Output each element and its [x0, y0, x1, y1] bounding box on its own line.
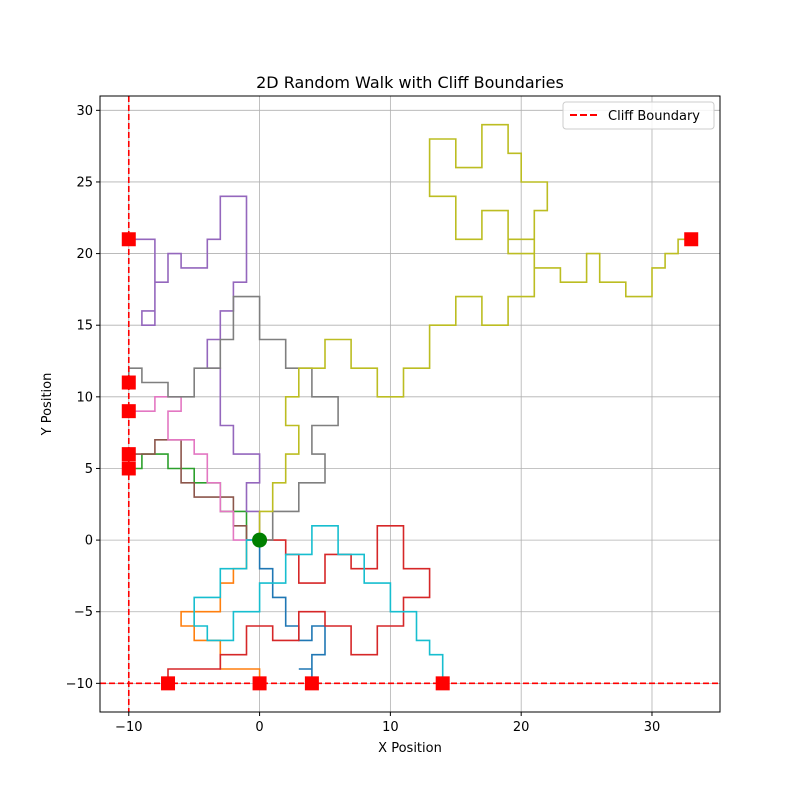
walk-path-9 [258, 123, 692, 541]
start-marker [252, 532, 268, 548]
y-tick-label: 30 [76, 104, 93, 119]
x-tick-label: 10 [382, 720, 399, 735]
end-marker-9 [684, 232, 699, 247]
walk-paths [128, 123, 692, 684]
plot-area [100, 96, 720, 712]
chart-title: 2D Random Walk with Cliff Boundaries [256, 73, 564, 92]
y-tick-label: −5 [74, 605, 93, 620]
end-marker-7 [121, 404, 136, 419]
walk-path-1 [258, 540, 326, 684]
cliff-boundaries [100, 96, 720, 712]
y-tick-label: 0 [85, 534, 93, 549]
end-marker-2 [252, 676, 267, 691]
walk-path-4 [167, 524, 431, 684]
y-tick-label: 5 [85, 462, 93, 477]
walk-path-6 [128, 438, 260, 541]
x-tick-label: 30 [644, 720, 661, 735]
walk-markers [121, 232, 699, 691]
axis-ticks: −10 0 10 20 30 −10 −5 0 5 10 15 20 25 30 [66, 104, 661, 735]
y-tick-label: 15 [76, 319, 93, 334]
end-marker-10 [435, 676, 450, 691]
x-tick-label: 20 [513, 720, 530, 735]
legend-box [562, 101, 715, 130]
end-marker-5 [121, 232, 136, 247]
end-marker-8 [121, 375, 136, 390]
x-axis-label: X Position [378, 741, 442, 756]
end-marker-6 [121, 447, 136, 462]
x-tick-label: −10 [115, 720, 142, 735]
y-axis-label: Y Position [40, 373, 55, 437]
legend: Cliff Boundary [562, 101, 715, 130]
y-tick-label: 25 [76, 175, 93, 190]
walk-path-3 [128, 453, 260, 541]
x-tick-label: 0 [255, 720, 263, 735]
walk-path-10 [193, 524, 444, 684]
walk-path-5 [128, 195, 261, 541]
y-tick-label: −10 [66, 677, 93, 692]
end-marker-1 [304, 676, 319, 691]
y-tick-label: 20 [76, 247, 93, 262]
end-marker-3 [121, 461, 136, 476]
plot-frame [99, 95, 721, 713]
end-marker-4 [161, 676, 176, 691]
grid-lines [100, 96, 720, 712]
walk-path-8 [128, 295, 339, 541]
legend-label-cliff-boundary: Cliff Boundary [608, 109, 700, 124]
y-tick-label: 10 [76, 390, 93, 405]
